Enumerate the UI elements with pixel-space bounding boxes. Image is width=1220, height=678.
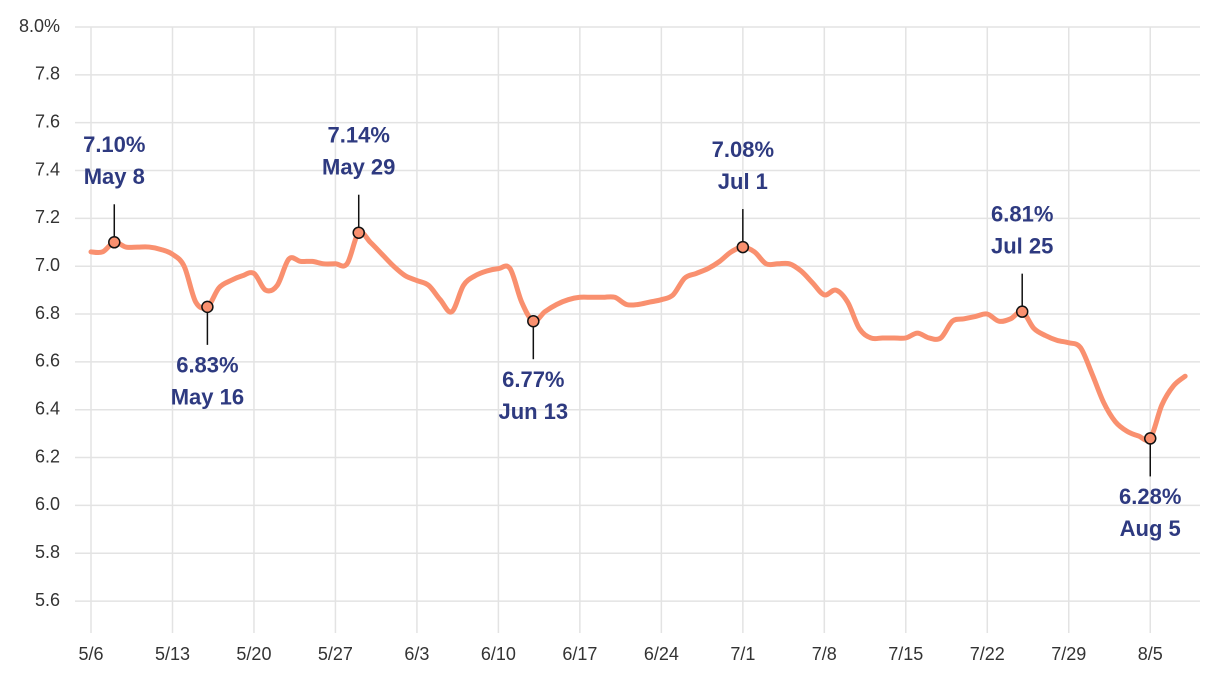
x-tick-label: 7/1 [730, 644, 755, 664]
annotated-point [736, 240, 750, 254]
x-tick-label: 7/8 [812, 644, 837, 664]
x-tick-label: 7/15 [888, 644, 923, 664]
annotation-value: 6.77% [502, 367, 564, 392]
annotation-date: May 8 [84, 164, 145, 189]
y-tick-label: 5.6 [35, 590, 60, 610]
x-tick-label: 6/24 [644, 644, 679, 664]
x-tick-label: 6/10 [481, 644, 516, 664]
annotated-point [201, 300, 214, 314]
y-tick-label: 7.0 [35, 255, 60, 275]
y-tick-label: 7.2 [35, 207, 60, 227]
y-tick-label: 6.8 [35, 303, 60, 323]
x-tick-label: 7/22 [970, 644, 1005, 664]
annotation-value: 6.81% [991, 201, 1053, 226]
annotation-date: Jul 25 [991, 233, 1053, 258]
annotation-date: May 16 [171, 385, 244, 410]
y-tick-label: 6.2 [35, 446, 60, 466]
x-tick-label: 5/20 [236, 644, 271, 664]
y-tick-label: 6.6 [35, 351, 60, 371]
annotated-point [1143, 432, 1157, 445]
x-tick-label: 6/3 [404, 644, 429, 664]
y-tick-label: 6.4 [35, 398, 60, 418]
x-tick-label: 7/29 [1051, 644, 1086, 664]
y-tick-label: 8.0% [19, 16, 60, 36]
annotation-value: 6.28% [1119, 484, 1181, 509]
annotation-value: 7.10% [83, 132, 145, 157]
annotated-point [527, 314, 540, 328]
annotated-point [1015, 305, 1029, 318]
x-tick-label: 8/5 [1138, 644, 1163, 664]
annotation-value: 6.83% [176, 353, 238, 378]
annotation-date: Jul 1 [718, 169, 768, 194]
y-tick-label: 7.6 [35, 111, 60, 131]
x-tick-label: 5/13 [155, 644, 190, 664]
annotation-date: Jun 13 [498, 399, 568, 424]
x-tick-label: 5/27 [318, 644, 353, 664]
annotation-date: May 29 [322, 155, 395, 180]
y-tick-label: 6.0 [35, 494, 60, 514]
y-tick-label: 7.8 [35, 64, 60, 84]
y-tick-label: 7.4 [35, 159, 60, 179]
x-tick-label: 5/6 [78, 644, 103, 664]
annotated-point [108, 236, 121, 249]
annotated-point [352, 226, 365, 239]
annotation-value: 7.08% [712, 137, 774, 162]
rate-line [88, 229, 1188, 443]
y-tick-label: 5.8 [35, 542, 60, 562]
annotation-date: Aug 5 [1120, 516, 1181, 541]
x-tick-label: 6/17 [562, 644, 597, 664]
annotation-value: 7.14% [328, 123, 390, 148]
